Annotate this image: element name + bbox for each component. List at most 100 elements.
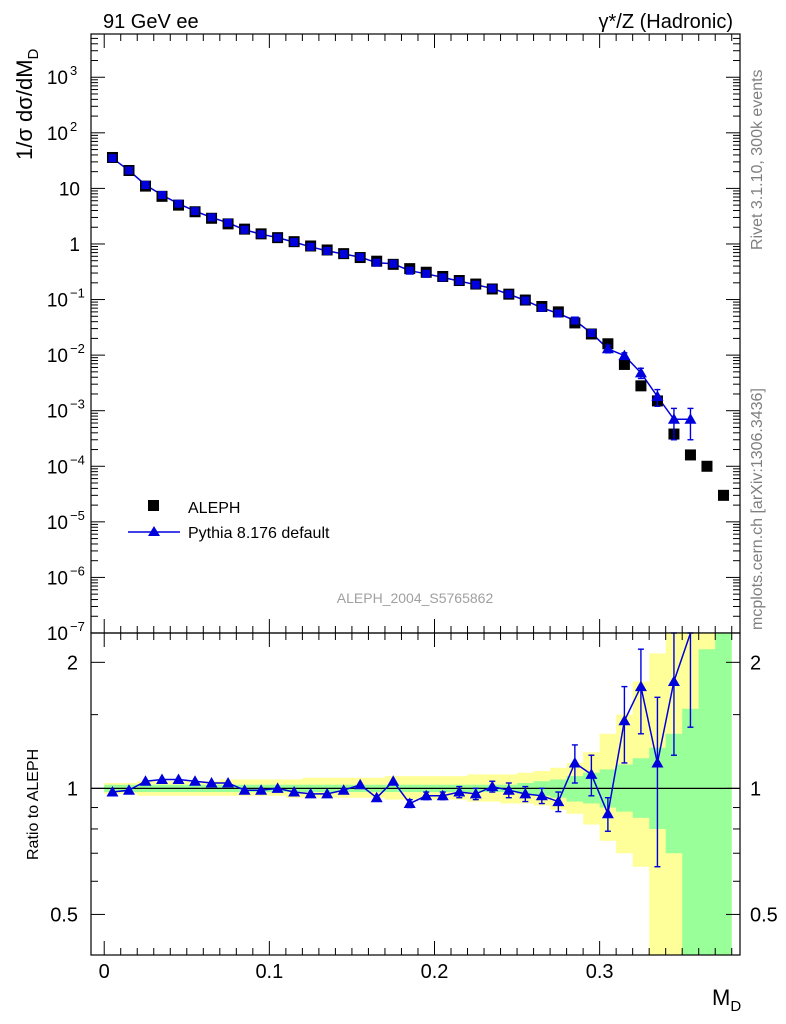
ratio-point-triangle	[436, 789, 449, 801]
mc-series-line	[112, 157, 691, 421]
ratio-point-triangle	[618, 714, 631, 726]
data-point-square	[635, 380, 647, 392]
mc-point	[124, 166, 133, 175]
ratio-y-axis-title: Ratio to ALEPH	[25, 749, 42, 860]
y-tick-exponent: −3	[70, 397, 85, 412]
legend-data-marker	[148, 500, 159, 511]
ratio-point-triangle	[156, 773, 169, 785]
ratio-point-triangle	[486, 780, 499, 792]
mc-point	[306, 242, 315, 251]
analysis-watermark: ALEPH_2004_S5765862	[337, 590, 494, 606]
mc-point	[488, 284, 497, 293]
ratio-point-triangle	[139, 775, 152, 786]
mc-point	[158, 191, 167, 200]
mc-point	[339, 250, 348, 259]
ratio-point-triangle	[354, 778, 367, 790]
rivet-version-label: Rivet 3.1.10, 300k events	[749, 69, 766, 250]
mc-point	[191, 207, 200, 216]
ratio-point-triangle	[601, 807, 614, 819]
y-tick-exponent: −6	[70, 563, 85, 578]
y-tick-label: 10	[47, 457, 68, 478]
data-point-square	[618, 358, 630, 370]
y-tick-label: 10	[47, 346, 68, 367]
ratio-point-triangle	[222, 776, 235, 788]
ratio-point-triangle	[387, 775, 400, 786]
ratio-point-triangle	[172, 773, 185, 785]
ratio-uncertainty-band-inner	[104, 633, 732, 955]
ratio-point-triangle	[519, 787, 532, 799]
data-point-square	[717, 489, 729, 501]
ratio-uncertainty-band-outer	[104, 633, 732, 955]
mc-point	[570, 316, 579, 325]
mc-point	[422, 269, 431, 278]
ratio-point-triangle	[189, 775, 202, 786]
main-plot-content	[106, 151, 729, 501]
legend-mc-label: Pythia 8.176 default	[188, 525, 330, 542]
mc-point	[273, 233, 282, 242]
mc-point-triangle	[601, 342, 614, 354]
y-tick-label: 10	[47, 68, 68, 89]
y-tick-label: 10	[47, 624, 68, 645]
ratio-point-triangle	[634, 680, 647, 692]
ratio-plot-content	[91, 632, 740, 955]
mc-point	[587, 329, 596, 338]
mc-point	[108, 154, 117, 163]
ratio-point-triangle	[585, 768, 598, 779]
mc-point	[504, 290, 513, 299]
ratio-y-tick-label-right: 2	[750, 652, 761, 674]
y-tick-exponent: −4	[70, 452, 85, 467]
ratio-axis-ticks: 0.5 0.5 1 1 2 2 0 0.1 0.2 0.3	[50, 633, 778, 983]
mc-point-triangle	[667, 413, 680, 424]
ratio-point-triangle	[205, 776, 218, 788]
y-tick-exponent: −1	[70, 286, 85, 301]
mc-point	[537, 303, 546, 312]
mc-point-triangle	[618, 349, 631, 361]
x-tick-label: 0.1	[255, 961, 283, 983]
ratio-plot-frame	[90, 632, 741, 956]
ratio-y-tick-label-right: 1	[750, 778, 761, 800]
mc-point	[455, 277, 464, 286]
main-plot-frame	[90, 33, 741, 634]
ratio-point-triangle	[288, 786, 301, 797]
ratio-point-triangle	[453, 786, 466, 797]
mc-point	[174, 199, 183, 208]
y-tick-exponent: 3	[70, 63, 77, 78]
mc-point-triangle	[684, 413, 697, 424]
main-y-axis-title: 1/σ dσ/dMD	[12, 48, 42, 160]
legend-mc-marker	[148, 526, 160, 536]
ratio-point-triangle	[403, 797, 416, 809]
ratio-point-triangle	[535, 789, 548, 801]
y-tick-exponent: 2	[70, 119, 77, 134]
ratio-point-triangle	[651, 756, 664, 768]
ratio-point-triangle	[469, 787, 482, 799]
y-tick-exponent: −7	[70, 619, 85, 634]
mcplots-reference-label: mcplots.cern.ch [arXiv:1306.3436]	[749, 388, 766, 630]
ratio-y-tick-label: 0.5	[50, 904, 78, 926]
x-tick-label: 0	[99, 961, 110, 983]
mc-point	[240, 225, 249, 234]
data-point-square	[684, 449, 696, 461]
ratio-y-tick-label: 1	[67, 778, 78, 800]
y-tick-label: 10	[59, 179, 80, 200]
ratio-point-triangle	[321, 787, 334, 799]
mc-point	[554, 309, 563, 318]
legend: ALEPH Pythia 8.176 default	[128, 500, 330, 542]
ratio-point-triangle	[420, 789, 433, 801]
header-energy-label: 91 GeV ee	[103, 11, 199, 33]
mc-point-triangle	[651, 390, 664, 402]
mc-point	[207, 213, 216, 222]
legend-data-label: ALEPH	[188, 500, 240, 517]
y-tick-label: 1	[69, 235, 80, 256]
mc-point	[356, 253, 365, 262]
y-tick-label: 10	[47, 568, 68, 589]
mc-point	[471, 280, 480, 289]
mc-point-triangle	[634, 366, 647, 378]
y-tick-label: 10	[47, 513, 68, 534]
mc-point	[405, 266, 414, 275]
ratio-point-triangle	[337, 784, 350, 795]
ratio-point-triangle	[370, 791, 383, 803]
mc-point	[290, 238, 299, 247]
